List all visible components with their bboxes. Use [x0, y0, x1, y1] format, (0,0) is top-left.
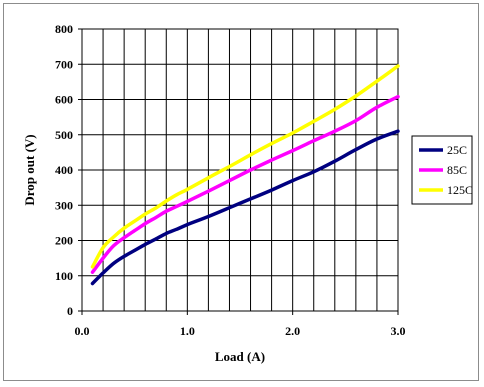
series-line-125c [90, 64, 400, 269]
legend-label-85c: 85C [447, 163, 467, 177]
tick-labels: 0 100 200 300 400 500 600 700 800 0.0 1.0 2.0 3.0 [55, 22, 406, 338]
grid [82, 28, 398, 312]
x-axis-label: Load (A) [215, 349, 265, 364]
x-tick-label: 1.0 [180, 324, 195, 338]
legend-label-25c: 25C [447, 143, 467, 157]
y-tick-label: 200 [55, 234, 73, 248]
y-axis-label: Drop out (V) [22, 134, 37, 205]
legend: 25C 85C 125C [411, 135, 473, 205]
legend-label-125c: 125C [447, 183, 473, 197]
x-tick-label: 3.0 [391, 324, 406, 338]
y-tick-label: 500 [55, 128, 73, 142]
y-tick-label: 100 [55, 269, 73, 283]
x-tick-label: 2.0 [285, 324, 300, 338]
series-line-85c [90, 94, 400, 274]
y-tick-label: 400 [55, 163, 73, 177]
x-tick-label: 0.0 [75, 324, 90, 338]
y-tick-label: 0 [67, 304, 73, 318]
y-tick-label: 700 [55, 57, 73, 71]
y-tick-label: 300 [55, 198, 73, 212]
y-tick-label: 600 [55, 93, 73, 107]
series-line-25c [90, 129, 400, 286]
y-tick-label: 800 [55, 22, 73, 36]
series-layer [90, 64, 400, 286]
